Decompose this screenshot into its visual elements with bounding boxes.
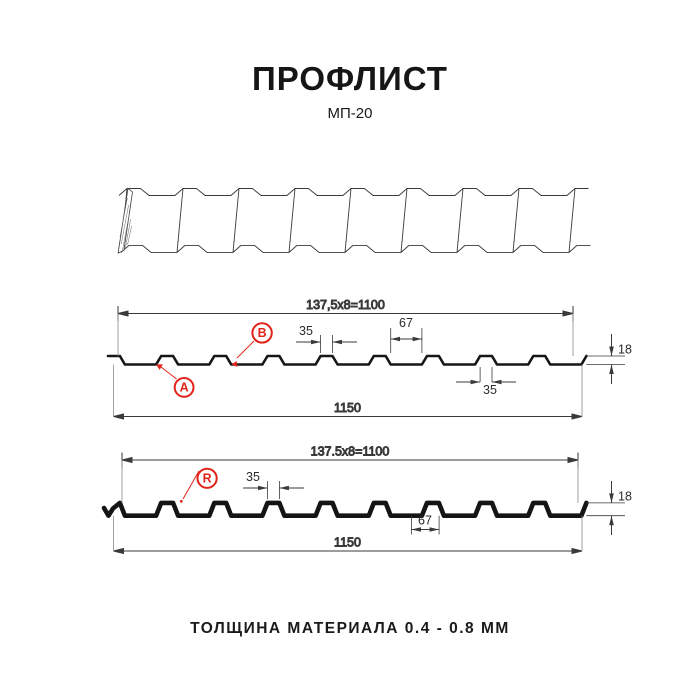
svg-text:B: B (258, 326, 267, 340)
svg-text:67: 67 (399, 316, 413, 330)
svg-text:1150: 1150 (334, 401, 361, 415)
svg-text:137.5x8=1100: 137.5x8=1100 (311, 445, 390, 459)
svg-text:137,5x8=1100: 137,5x8=1100 (306, 298, 385, 312)
svg-text:1150: 1150 (334, 536, 361, 550)
svg-text:A: A (180, 381, 189, 395)
svg-text:18: 18 (618, 490, 632, 504)
svg-text:67: 67 (418, 514, 432, 528)
svg-text:18: 18 (618, 343, 632, 357)
svg-text:МП-20: МП-20 (328, 105, 373, 122)
svg-text:35: 35 (483, 383, 497, 397)
svg-text:35: 35 (299, 324, 313, 338)
svg-text:ПРОФЛИСТ: ПРОФЛИСТ (252, 60, 448, 97)
svg-text:35: 35 (246, 470, 260, 484)
svg-text:ТОЛЩИНА МАТЕРИАЛА 0.4 - 0.8 ММ: ТОЛЩИНА МАТЕРИАЛА 0.4 - 0.8 ММ (190, 620, 510, 637)
svg-text:R: R (203, 472, 212, 486)
